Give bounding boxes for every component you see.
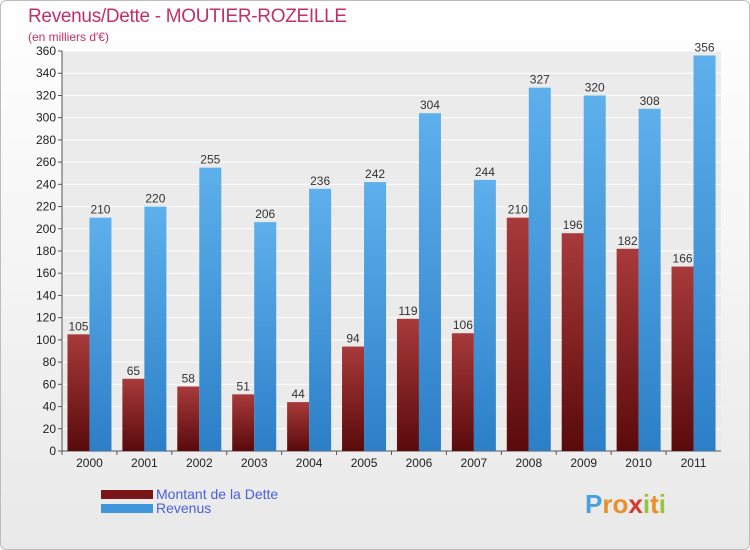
bar-dette	[342, 346, 365, 451]
data-label-revenus: 320	[585, 80, 605, 94]
y-tick-label: 360	[36, 44, 56, 58]
y-tick-label: 100	[36, 333, 56, 347]
bar-dette	[506, 217, 529, 451]
bar-revenus	[199, 167, 222, 451]
y-tick-label: 240	[36, 177, 56, 191]
y-tick-label: 220	[36, 200, 56, 214]
data-label-revenus: 242	[365, 167, 385, 181]
data-label-dette: 44	[291, 387, 305, 401]
bar-dette	[67, 334, 90, 451]
y-tick-label: 300	[36, 111, 56, 125]
data-label-dette: 105	[68, 319, 88, 333]
x-tick-label: 2009	[570, 456, 597, 470]
data-label-dette: 65	[127, 364, 141, 378]
data-label-revenus: 255	[200, 153, 220, 167]
x-tick-label: 2005	[351, 456, 378, 470]
chart-subtitle: (en milliers d'€)	[28, 30, 109, 44]
bar-dette	[396, 318, 419, 451]
logo-letter: o	[612, 489, 629, 519]
x-tick-label: 2008	[515, 456, 542, 470]
bar-revenus	[254, 222, 277, 451]
data-label-revenus: 304	[420, 98, 440, 112]
legend-swatch-dette	[101, 490, 153, 499]
data-label-revenus: 356	[695, 40, 715, 54]
legend-label-dette: Montant de la Dette	[156, 486, 279, 502]
y-tick-label: 60	[43, 377, 57, 391]
y-tick-label: 40	[43, 400, 57, 414]
data-label-revenus: 327	[530, 73, 550, 87]
y-tick-label: 160	[36, 266, 56, 280]
bar-dette	[122, 378, 145, 451]
x-tick-label: 2000	[76, 456, 103, 470]
bar-dette	[561, 233, 584, 451]
y-tick-label: 280	[36, 133, 56, 147]
bar-revenus	[638, 108, 661, 452]
chart-title: Revenus/Dette - MOUTIER-ROZEILLE	[28, 6, 347, 27]
y-tick-label: 20	[43, 422, 57, 436]
data-label-dette: 94	[346, 332, 360, 346]
logo-letter: t	[650, 489, 659, 519]
bar-revenus	[528, 87, 551, 452]
y-tick-label: 200	[36, 222, 56, 236]
data-label-revenus: 220	[145, 192, 165, 206]
logo-letter: i	[658, 489, 666, 519]
x-tick-label: 2007	[461, 456, 488, 470]
data-label-revenus: 308	[640, 94, 660, 108]
y-tick-label: 340	[36, 66, 56, 80]
data-label-dette: 119	[398, 304, 417, 318]
y-tick-label: 180	[36, 244, 56, 258]
data-label-revenus: 210	[90, 203, 110, 217]
proxiti-logo: Proxiti	[585, 489, 666, 520]
x-tick-label: 2006	[406, 456, 433, 470]
bar-dette	[451, 333, 474, 451]
x-tick-label: 2004	[296, 456, 323, 470]
logo-letter: r	[602, 489, 613, 519]
x-tick-label: 2003	[241, 456, 268, 470]
bar-dette	[616, 248, 639, 451]
data-label-dette: 196	[563, 218, 583, 232]
bar-revenus	[418, 113, 441, 451]
data-label-revenus: 236	[310, 174, 330, 188]
bar-revenus	[473, 179, 496, 451]
x-tick-label: 2011	[681, 456, 707, 470]
data-label-dette: 51	[237, 379, 251, 393]
bar-dette	[232, 394, 255, 451]
y-tick-label: 320	[36, 88, 56, 102]
bar-revenus	[309, 188, 332, 451]
bar-revenus	[144, 206, 167, 451]
y-tick-label: 0	[49, 444, 56, 458]
legend-swatch-revenus	[101, 504, 153, 513]
bar-revenus	[364, 182, 387, 451]
bar-dette	[671, 266, 694, 451]
bar-revenus	[693, 55, 716, 451]
bar-revenus	[583, 95, 606, 451]
logo-letter: P	[585, 489, 603, 519]
data-label-dette: 210	[508, 203, 528, 217]
y-tick-label: 80	[43, 355, 57, 369]
y-tick-label: 260	[36, 155, 56, 169]
logo-letter: x	[628, 489, 643, 519]
logo-letter: i	[642, 489, 651, 519]
data-label-revenus: 206	[255, 207, 275, 221]
data-label-dette: 166	[673, 252, 693, 266]
y-tick-label: 120	[36, 311, 56, 325]
data-label-dette: 182	[618, 234, 638, 248]
data-label-dette: 58	[182, 372, 196, 386]
bar-revenus	[89, 217, 112, 451]
bar-dette	[287, 402, 310, 451]
data-label-dette: 106	[453, 318, 473, 332]
bar-dette	[177, 386, 200, 451]
y-tick-label: 140	[36, 288, 56, 302]
x-tick-label: 2010	[625, 456, 652, 470]
x-tick-label: 2002	[186, 456, 213, 470]
data-label-revenus: 244	[475, 165, 495, 179]
x-tick-label: 2001	[131, 456, 158, 470]
legend-label-revenus: Revenus	[156, 500, 212, 516]
